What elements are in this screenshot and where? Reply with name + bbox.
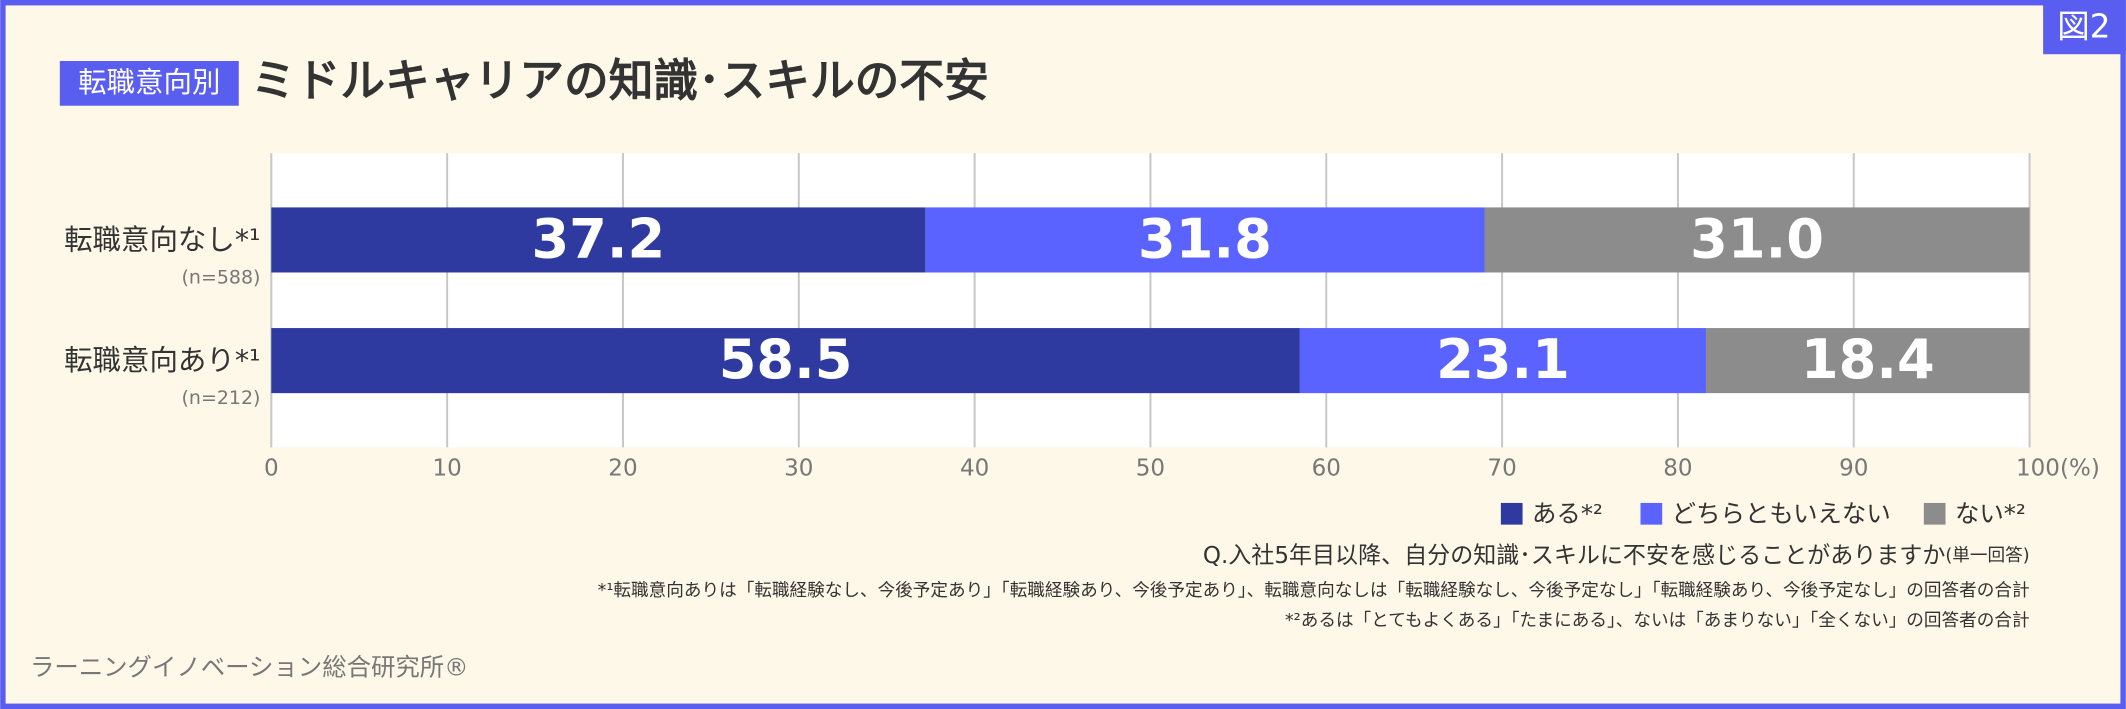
x-tick-label: 10	[432, 456, 461, 482]
legend-swatch	[1923, 502, 1946, 525]
legend-label: ある*²	[1532, 499, 1603, 528]
bar-segment	[1299, 328, 1707, 394]
title-tag: 転職意向別	[78, 66, 220, 99]
category-label: 転職意向あり*¹	[64, 344, 260, 377]
note: *²あるは「とてもよくある」「たまにある」、ないは「あまりない」「全くない」の回…	[1285, 611, 2030, 631]
x-tick-label: 80	[1663, 456, 1692, 482]
bar-segment	[271, 328, 1300, 394]
bar-segment	[271, 207, 926, 273]
value-label: 58.5	[719, 328, 853, 391]
x-tick-label: 60	[1312, 456, 1341, 482]
x-tick-label: 30	[784, 456, 813, 482]
badge-bg	[2043, 0, 2126, 55]
chart-title: ミドルキャリアの知識･スキルの不安	[251, 54, 989, 107]
value-label: 37.2	[531, 207, 665, 270]
x-tick-label: 0	[264, 456, 279, 482]
x-tick-label: 20	[608, 456, 637, 482]
x-tick-label: 100(%)	[2016, 456, 2100, 482]
legend-label: どちらともいえない	[1672, 499, 1891, 528]
badge: 図2	[2057, 7, 2110, 45]
question-note: (単一回答)	[1945, 546, 2029, 566]
bar-segment	[925, 207, 1485, 273]
value-label: 31.8	[1138, 207, 1272, 270]
source: ラーニングイノベーション総合研究所®	[30, 652, 469, 681]
category-label: 転職意向なし*¹	[64, 223, 260, 256]
x-tick-label: 40	[960, 456, 989, 482]
legend-swatch	[1500, 502, 1523, 525]
bar-segment	[1706, 328, 2030, 394]
title-tag-bg	[59, 61, 239, 106]
question: Q.入社5年目以降、自分の知識･スキルに不安を感じることがありますか(単一回答)	[1203, 542, 2030, 568]
value-label: 23.1	[1436, 328, 1570, 391]
x-tick-label: 50	[1136, 456, 1165, 482]
note: *¹転職意向ありは「転職経験なし、今後予定あり」「転職経験あり、今後予定あり」、…	[598, 581, 2030, 601]
legend-swatch	[1640, 502, 1663, 525]
x-tick-label: 90	[1839, 456, 1868, 482]
value-label: 18.4	[1801, 328, 1935, 391]
question-text: Q.入社5年目以降、自分の知識･スキルに不安を感じることがありますか	[1203, 542, 1946, 568]
sample-size: (n=588)	[182, 266, 261, 288]
x-tick-label: 70	[1487, 456, 1516, 482]
bar-segment	[1484, 207, 2030, 273]
value-label: 31.0	[1690, 207, 1824, 270]
sample-size: (n=212)	[182, 387, 261, 409]
legend-label: ない*²	[1955, 499, 2026, 528]
